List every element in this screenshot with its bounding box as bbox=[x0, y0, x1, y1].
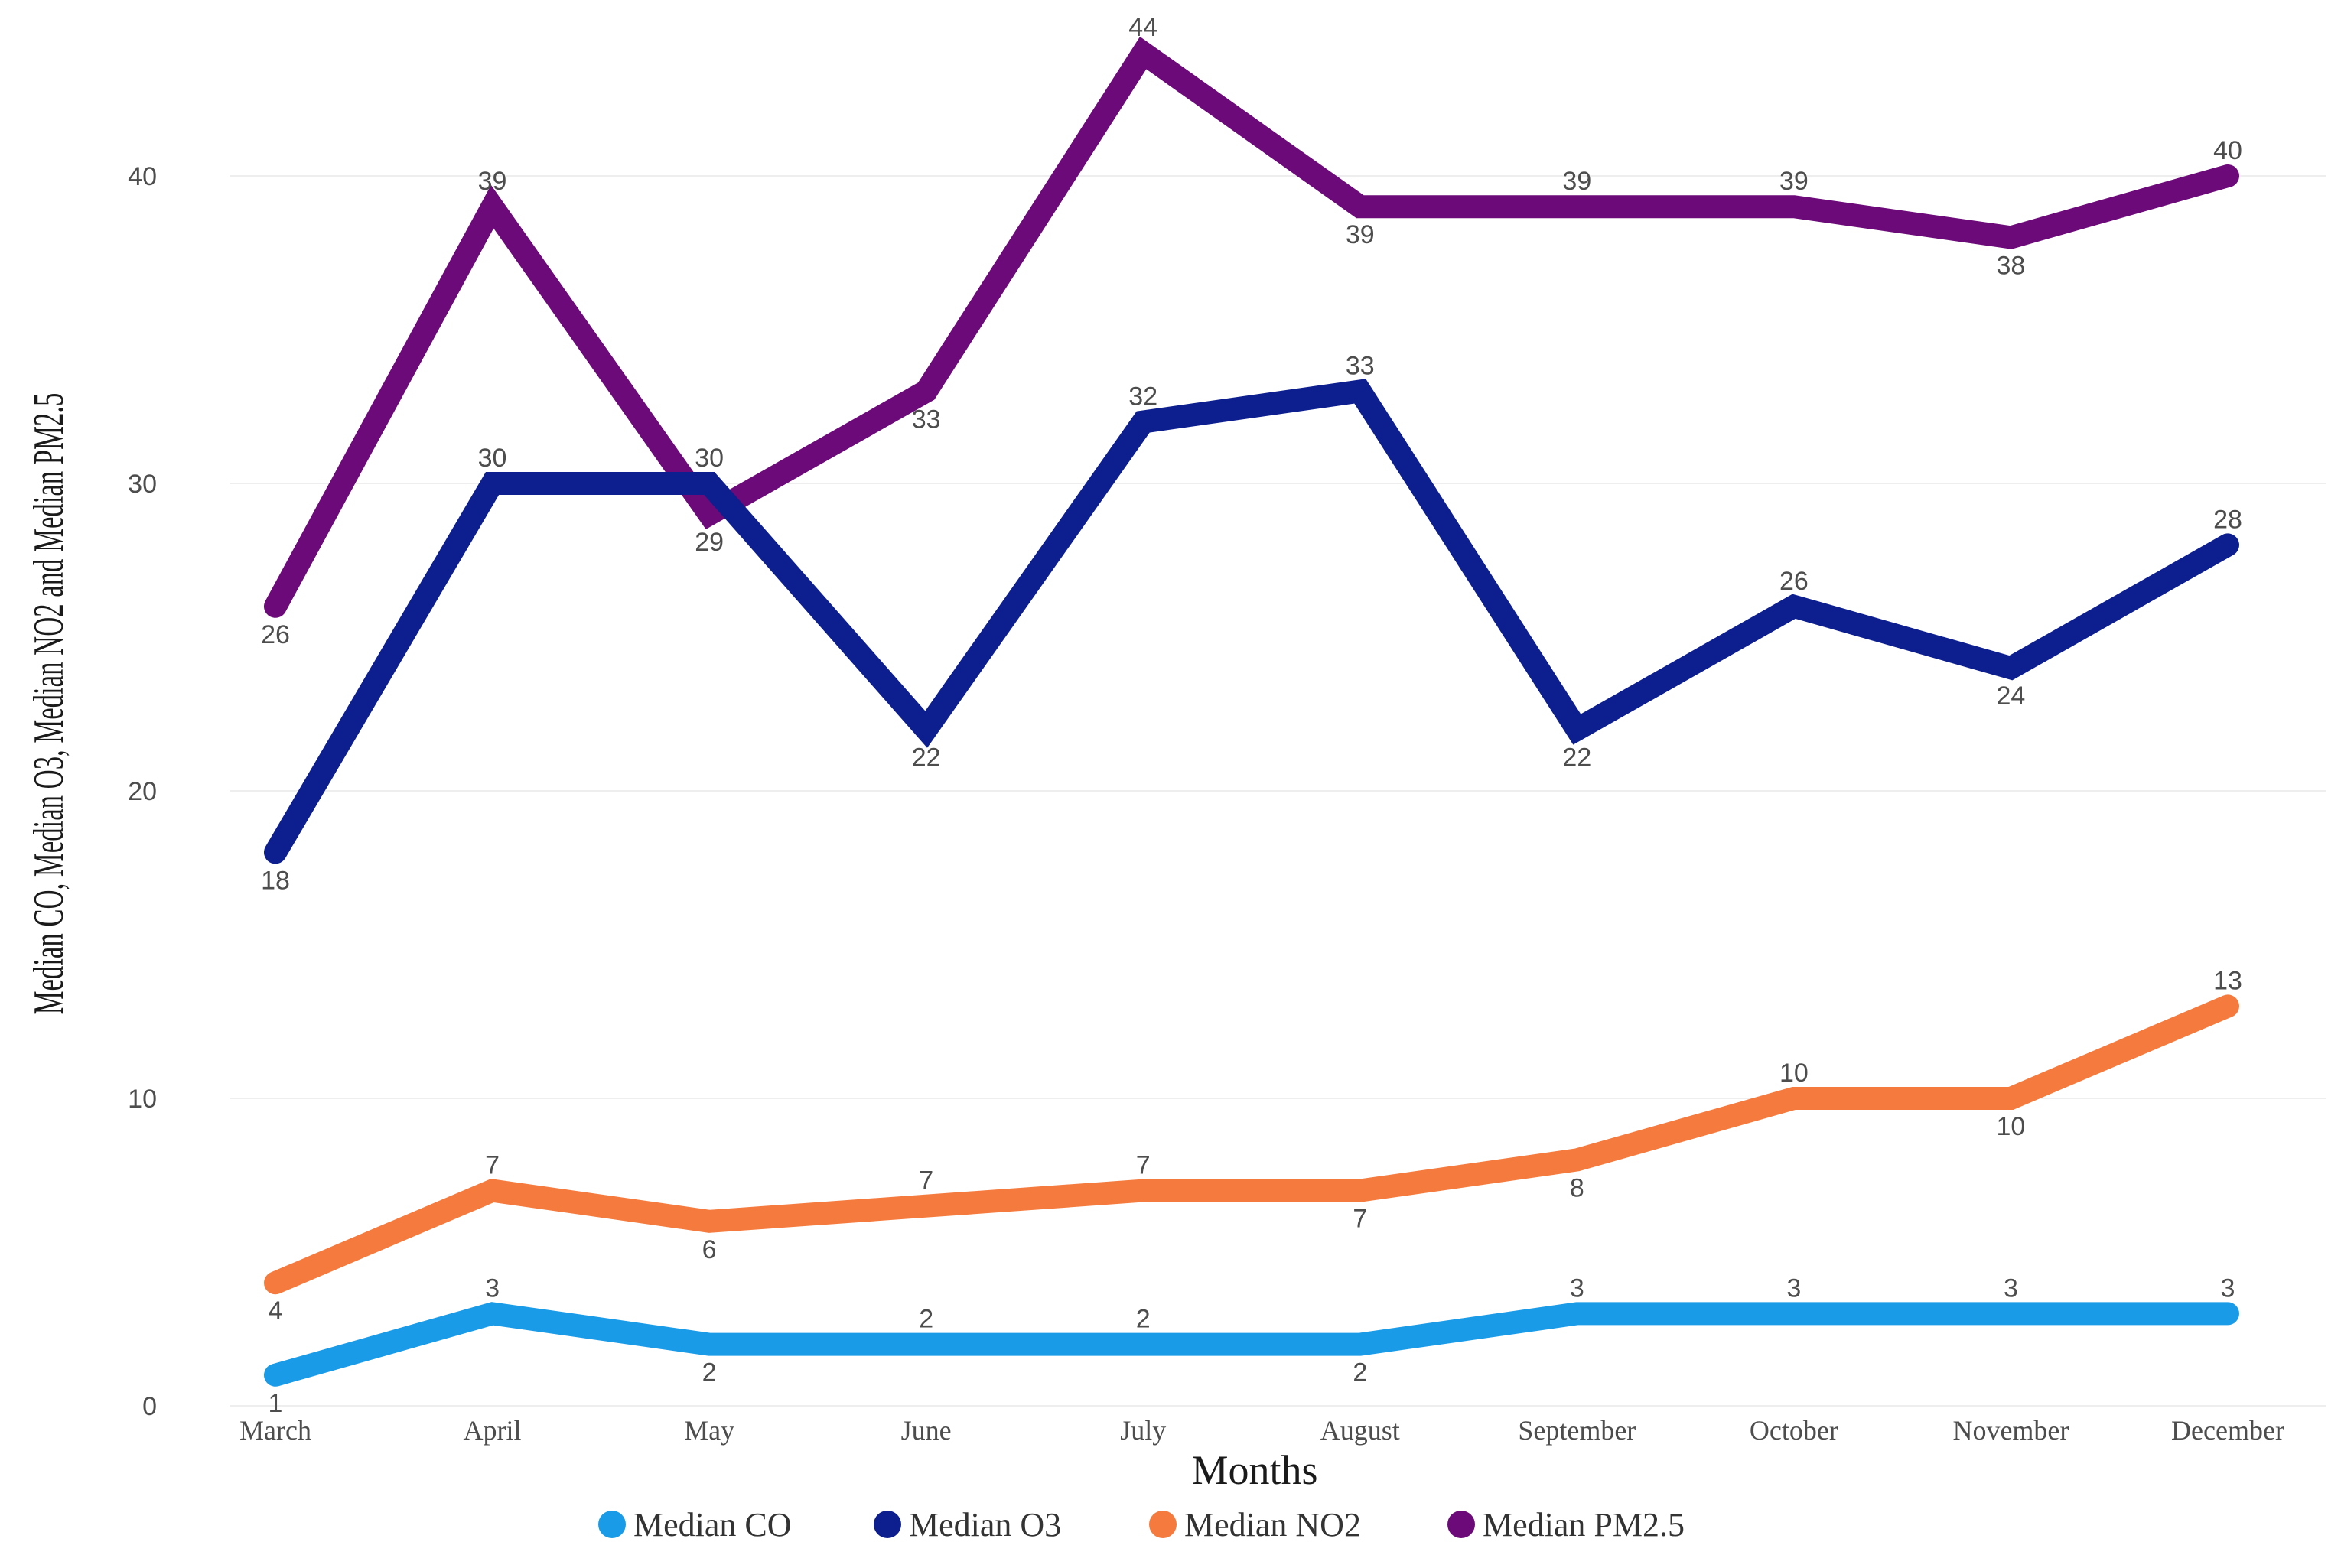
x-tick-label: April bbox=[464, 1415, 522, 1446]
x-tick-label: September bbox=[1518, 1415, 1636, 1446]
legend-label-median-pm2-5: Median PM2.5 bbox=[1483, 1506, 1685, 1544]
data-label-median-no2: 4 bbox=[269, 1296, 283, 1326]
x-tick-label: November bbox=[1952, 1415, 2069, 1446]
x-tick-label: December bbox=[2171, 1415, 2284, 1446]
x-axis-ticks: March April May June July August September Octo… bbox=[239, 1415, 2284, 1446]
data-label-median-o3: 26 bbox=[1779, 567, 1809, 596]
data-label-median-no2: 7 bbox=[1353, 1205, 1367, 1234]
series-line-median-pm2-5 bbox=[264, 36, 2239, 618]
y-tick-label: 10 bbox=[128, 1085, 157, 1114]
x-tick-label: May bbox=[684, 1415, 734, 1446]
x-axis-title: Months bbox=[1191, 1447, 1317, 1493]
data-label-median-co: 3 bbox=[1786, 1274, 1801, 1303]
data-label-median-no2: 7 bbox=[919, 1166, 933, 1196]
data-label-median-co: 3 bbox=[485, 1274, 500, 1303]
y-tick-label: 20 bbox=[128, 777, 157, 806]
x-tick-label: October bbox=[1750, 1415, 1838, 1446]
data-label-median-co: 2 bbox=[1353, 1358, 1367, 1387]
x-tick-label: July bbox=[1120, 1415, 1166, 1446]
data-label-median-co: 2 bbox=[919, 1305, 933, 1334]
data-label-median-o3: 22 bbox=[1562, 743, 1591, 773]
data-label-median-o3: 24 bbox=[1997, 682, 2026, 711]
data-label-median-co: 2 bbox=[702, 1358, 717, 1387]
x-tick-label: June bbox=[901, 1415, 952, 1446]
legend-swatch-median-pm2-5 bbox=[1447, 1511, 1475, 1538]
data-label-median-pm2-5: 40 bbox=[2213, 136, 2242, 165]
data-label-median-pm2-5: 26 bbox=[261, 620, 290, 649]
data-label-median-o3: 28 bbox=[2213, 505, 2242, 534]
data-label-median-pm2-5: 39 bbox=[1562, 167, 1591, 196]
x-tick-label: August bbox=[1320, 1415, 1400, 1446]
data-label-median-o3: 30 bbox=[695, 444, 724, 473]
data-label-median-no2: 7 bbox=[485, 1151, 500, 1180]
data-label-median-no2: 7 bbox=[1136, 1151, 1151, 1180]
y-tick-label: 0 bbox=[142, 1392, 157, 1421]
x-tick-label: March bbox=[239, 1415, 311, 1446]
legend-label-median-no2: Median NO2 bbox=[1184, 1506, 1361, 1544]
data-label-median-pm2-5: 39 bbox=[1779, 167, 1809, 196]
series-line-median-o3 bbox=[264, 379, 2239, 864]
y-axis-ticks: 0 10 20 30 40 bbox=[128, 162, 157, 1421]
legend-swatch-median-o3 bbox=[874, 1511, 901, 1538]
legend-swatch-median-co bbox=[598, 1511, 626, 1538]
legend-label-median-co: Median CO bbox=[633, 1506, 792, 1544]
data-label-median-pm2-5: 29 bbox=[695, 528, 724, 557]
data-label-median-pm2-5: 39 bbox=[1346, 220, 1375, 249]
data-label-median-co: 2 bbox=[1136, 1305, 1151, 1334]
data-label-median-no2: 13 bbox=[2213, 966, 2242, 995]
data-label-median-pm2-5: 38 bbox=[1997, 251, 2026, 280]
data-label-median-pm2-5: 39 bbox=[478, 167, 507, 196]
series-lines bbox=[264, 36, 2239, 1387]
data-label-median-no2: 10 bbox=[1997, 1112, 2026, 1141]
data-label-median-no2: 10 bbox=[1779, 1059, 1809, 1088]
data-label-median-o3: 32 bbox=[1128, 382, 1157, 412]
data-label-median-co: 3 bbox=[1570, 1274, 1584, 1303]
gridlines bbox=[230, 175, 2326, 1407]
series-line-median-no2 bbox=[264, 994, 2239, 1295]
y-tick-label: 40 bbox=[128, 162, 157, 191]
data-label-median-o3: 22 bbox=[912, 743, 941, 773]
data-label-median-co: 3 bbox=[2004, 1274, 2018, 1303]
data-label-median-pm2-5: 44 bbox=[1128, 13, 1157, 42]
legend-swatch-median-no2 bbox=[1149, 1511, 1177, 1538]
legend: Median CO Median O3 Median NO2 Median PM2.5 bbox=[598, 1506, 1685, 1544]
data-label-median-no2: 8 bbox=[1570, 1173, 1584, 1202]
data-label-median-no2: 6 bbox=[702, 1235, 717, 1264]
series-line-median-co bbox=[264, 1302, 2239, 1387]
y-axis-title: Median CO, Median O3, Median NO2 and Med… bbox=[25, 393, 73, 1015]
data-label-median-co: 1 bbox=[269, 1389, 283, 1418]
data-label-median-o3: 18 bbox=[261, 866, 290, 895]
data-label-median-pm2-5: 33 bbox=[912, 405, 941, 434]
data-label-median-co: 3 bbox=[2221, 1274, 2235, 1303]
y-tick-label: 30 bbox=[128, 470, 157, 499]
legend-label-median-o3: Median O3 bbox=[909, 1506, 1061, 1544]
data-label-median-o3: 33 bbox=[1346, 351, 1375, 380]
data-label-median-o3: 30 bbox=[478, 444, 507, 473]
